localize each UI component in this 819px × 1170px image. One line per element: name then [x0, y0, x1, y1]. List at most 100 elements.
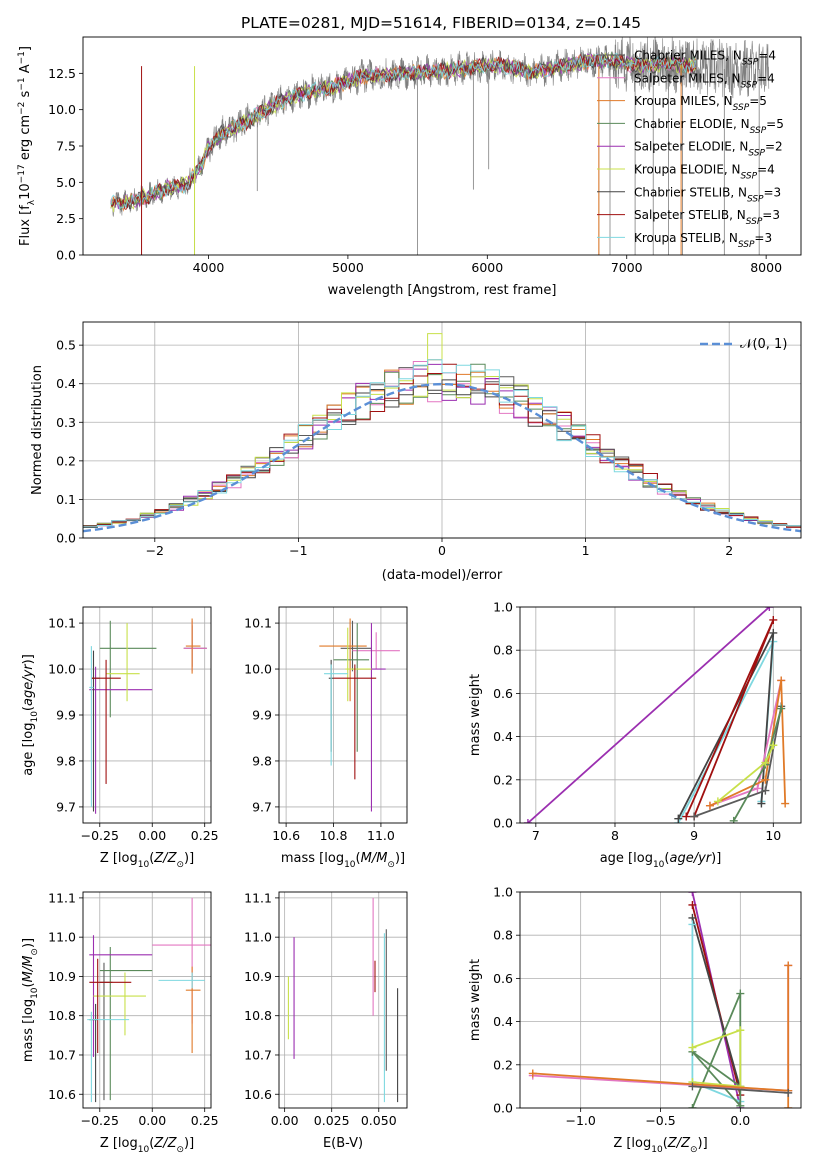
- x-tick-label: 0.050: [361, 1113, 397, 1128]
- model-line-salpeter-elodie: [110, 53, 696, 210]
- y-axis-label: Normed distribution: [30, 365, 45, 495]
- plot-area: [287, 897, 399, 1103]
- axes-mass_vs_Z: −0.25 0.00 0.25 10.6 10.7 10.8 10.9 11.0 11.1 Z […: [21, 890, 219, 1155]
- y-tick-label: 9.8: [252, 753, 272, 768]
- errorbar-kroupa-stelib: [324, 664, 348, 766]
- errorbar-kroupa-miles: [185, 618, 201, 674]
- weight-line: [691, 917, 742, 1089]
- weight-marker: [729, 816, 738, 823]
- y-tick-label: 9.7: [56, 799, 76, 814]
- x-tick-label: −0.25: [81, 1113, 119, 1128]
- legend-label: Salpeter ELODIE, NSSP=2: [634, 140, 783, 159]
- axes-frame: [82, 891, 212, 1109]
- y-tick-label: 12.5: [48, 66, 76, 81]
- weight-marker: [528, 1069, 537, 1078]
- axes-mass_vs_EBV: 0.00 0.025 0.050 10.6 10.7 10.8 10.9 11.0 11.1 E(…: [244, 890, 408, 1151]
- y-tick-label: 0.0: [56, 248, 76, 263]
- y-tick-label: 10.0: [48, 102, 76, 117]
- weight-marker: [761, 786, 770, 795]
- x-tick-label: 7000: [611, 260, 643, 275]
- axes-residuals: −2 −1 0 1 2 0.0 0.1 0.2 0.3 0.4 0.5 (data-model)/er…: [30, 321, 802, 583]
- x-tick-label: 0.00: [271, 1113, 299, 1128]
- weight-marker: [769, 615, 778, 624]
- legend-label: Kroupa MILES, NSSP=5: [634, 94, 767, 113]
- weight-marker: [674, 814, 683, 823]
- y-tick-label: 10.0: [48, 662, 76, 677]
- x-tick-label: −1: [289, 543, 307, 558]
- weight-marker: [736, 989, 745, 998]
- y-tick-label: 11.1: [244, 890, 272, 905]
- weight-marker: [688, 1082, 697, 1091]
- x-tick-label: 4000: [193, 260, 225, 275]
- x-tick-label: 0.0: [730, 1113, 750, 1128]
- axes-weight_vs_Z: −1.0 −0.5 0.0 0.0 0.2 0.4 0.6 0.8 1.0 Z [log10(Z/…: [468, 885, 802, 1155]
- errorbar-salpeter-miles: [352, 632, 400, 670]
- weight-series-kroupa-elodie: [688, 1026, 745, 1091]
- y-tick-label: 10.9: [48, 969, 76, 984]
- panels: 4000 5000 6000 7000 80000.02.55.07.510.012.5…: [17, 36, 802, 1155]
- errorbar-kroupa-elodie: [106, 623, 140, 702]
- normal-curve: [83, 382, 801, 533]
- y-tick-label: 1.0: [493, 600, 513, 615]
- axes-frame: [519, 891, 802, 1109]
- errorbar-salpeter-stelib: [333, 664, 377, 780]
- weight-line: [527, 607, 770, 823]
- weight-marker: [781, 799, 790, 808]
- x-tick-label: 10.6: [272, 828, 300, 843]
- axes-frame: [519, 606, 802, 824]
- weight-line: [691, 993, 742, 1108]
- y-tick-label: 9.9: [252, 708, 272, 723]
- y-tick-label: 0.2: [493, 772, 513, 787]
- y-tick-label: 0.3: [56, 415, 76, 430]
- x-tick-label: 2: [725, 543, 733, 558]
- ticks: 7 8 9 10 0.0 0.2 0.4 0.6 0.8 1.0: [493, 600, 781, 844]
- weight-marker: [757, 799, 766, 808]
- weight-line: [709, 680, 787, 807]
- legend: 𝒩(0, 1): [700, 337, 787, 352]
- axes-age_vs_mass: 10.6 10.8 11.0 9.7 9.8 9.9 10.0 10.1 mass [log10…: [244, 606, 408, 870]
- plot-area: [523, 607, 790, 823]
- y-tick-label: 10.8: [244, 1008, 272, 1023]
- errorbar-kroupa-elodie: [345, 627, 372, 702]
- plot-area: [319, 618, 400, 812]
- y-tick-label: 10.0: [244, 662, 272, 677]
- weight-line: [692, 1028, 742, 1088]
- y-tick-label: 0.6: [493, 686, 513, 701]
- legend-label: Salpeter STELIB, NSSP=3: [634, 208, 780, 227]
- y-tick-label: 0.4: [493, 729, 513, 744]
- weight-series-chabrier-elodie: [688, 989, 745, 1108]
- legend-label: Chabrier MILES, NSSP=4: [634, 49, 776, 68]
- axes-frame: [82, 321, 802, 539]
- weight-marker: [713, 797, 722, 806]
- x-axis-label: E(B-V): [323, 1136, 363, 1151]
- ticks: 0.00 0.025 0.050 10.6 10.7 10.8 10.9 11.0 11.1: [244, 890, 397, 1128]
- x-axis-label: mass [log10(M/M⊙)]: [281, 851, 405, 870]
- x-tick-label: 1: [582, 543, 590, 558]
- weight-marker: [688, 920, 697, 929]
- weight-marker: [769, 741, 778, 750]
- x-tick-label: 0.00: [138, 1113, 166, 1128]
- weight-marker: [777, 704, 786, 713]
- y-tick-label: 10.8: [48, 1008, 76, 1023]
- y-tick-label: 9.7: [252, 799, 272, 814]
- ticks: 10.6 10.8 11.0 9.7 9.8 9.9 10.0 10.1: [244, 616, 395, 843]
- y-tick-label: 11.0: [244, 930, 272, 945]
- x-tick-label: 0: [438, 543, 446, 558]
- y-tick-label: 10.7: [48, 1047, 76, 1062]
- ticks: −1.0 −0.5 0.0 0.0 0.2 0.4 0.6 0.8 1.0: [493, 885, 750, 1129]
- axes-frame: [82, 606, 212, 824]
- weight-line: [532, 965, 790, 1108]
- y-tick-label: 9.9: [56, 708, 76, 723]
- weight-marker: [688, 1043, 697, 1052]
- legend-label: 𝒩(0, 1): [740, 337, 787, 352]
- x-axis-label: wavelength [Angstrom, rest frame]: [328, 283, 557, 298]
- histogram-kroupa-stelib: [83, 359, 801, 538]
- x-tick-label: 0.25: [191, 1113, 219, 1128]
- axes-frame: [82, 36, 802, 256]
- y-tick-label: 10.1: [244, 616, 272, 631]
- errorbar-salpeter-miles: [152, 897, 211, 1024]
- y-tick-label: 0.0: [493, 1101, 513, 1116]
- y-tick-label: 2.5: [56, 211, 76, 226]
- weight-marker: [523, 819, 532, 823]
